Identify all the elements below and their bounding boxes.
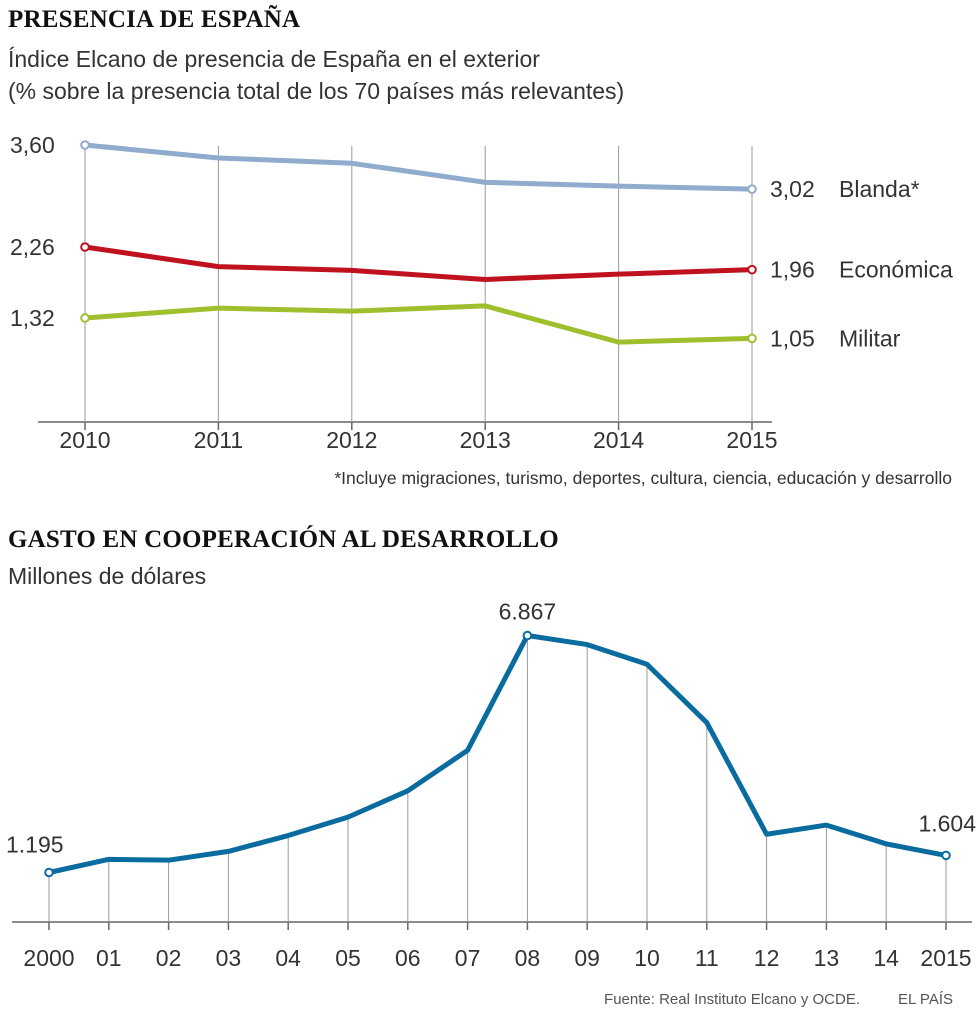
chart1-x-tick-label: 2010 bbox=[59, 427, 110, 453]
data-label-first: 1.195 bbox=[6, 832, 64, 858]
series-line-militar bbox=[82, 303, 755, 345]
chart2-labels: 2000 01 02 03 04 05 06 07 08 09 10 11 12 13 14 2015 1.19… bbox=[6, 599, 976, 971]
chart2-x-tick-label: 13 bbox=[814, 945, 840, 971]
chart2-x-tick-label: 01 bbox=[96, 945, 122, 971]
chart1-x-tick-label: 2012 bbox=[326, 427, 377, 453]
brand-label: EL PAÍS bbox=[898, 991, 953, 1008]
series-name-militar: Militar bbox=[839, 325, 901, 351]
series-point-economica bbox=[80, 242, 90, 252]
chart2-x-tick-label: 04 bbox=[275, 945, 301, 971]
series-point-militar bbox=[80, 313, 90, 323]
chart1-footnote: *Incluye migraciones, turismo, deportes,… bbox=[334, 468, 952, 488]
chart1-y-tick-label: 2,26 bbox=[10, 234, 55, 260]
series-line-gasto bbox=[46, 633, 949, 875]
data-label-peak: 6.867 bbox=[499, 599, 557, 625]
series-name-blanda: Blanda* bbox=[839, 176, 920, 202]
chart2-x-tick-label: 03 bbox=[216, 945, 242, 971]
chart2-x-tick-label: 02 bbox=[156, 945, 182, 971]
chart1-x-tick-label: 2011 bbox=[194, 427, 243, 453]
series-point-gasto bbox=[44, 867, 54, 878]
series-point-militar bbox=[747, 333, 757, 344]
chart1-x-tick-label: 2013 bbox=[460, 427, 511, 453]
chart2-x-tick-label: 14 bbox=[873, 945, 899, 971]
chart1-x-tick-label: 2014 bbox=[593, 427, 644, 453]
series-end-value-blanda: 3,02 bbox=[770, 176, 815, 202]
series-point-blanda bbox=[747, 184, 757, 194]
source-note: Fuente: Real Instituto Elcano y OCDE. bbox=[604, 991, 860, 1008]
chart2-lines bbox=[44, 630, 951, 878]
series-line-economica bbox=[82, 244, 755, 282]
chart1-y-tick-label: 1,32 bbox=[10, 305, 55, 331]
series-name-economica: Económica bbox=[839, 257, 953, 283]
chart2-x-tick-label: 08 bbox=[515, 945, 541, 971]
chart2-subtitle: Millones de dólares bbox=[8, 563, 207, 589]
chart1-y-tick-label: 3,60 bbox=[10, 132, 55, 158]
chart2-title: GASTO EN COOPERACIÓN AL DESARROLLO bbox=[8, 526, 559, 553]
series-line-blanda bbox=[82, 142, 755, 192]
series-point-blanda bbox=[80, 140, 90, 150]
chart2-x-tick-label: 07 bbox=[455, 945, 481, 971]
chart2-grid bbox=[12, 635, 972, 930]
chart2-x-tick-label: 12 bbox=[754, 945, 780, 971]
chart2-x-tick-label: 10 bbox=[634, 945, 660, 971]
data-label-last: 1.604 bbox=[918, 810, 976, 836]
chart2-x-tick-label: 2000 bbox=[23, 945, 74, 971]
chart2-x-tick-label: 06 bbox=[395, 945, 421, 971]
chart1-lines bbox=[80, 140, 757, 345]
series-end-value-economica: 1,96 bbox=[770, 257, 815, 283]
series-end-value-militar: 1,05 bbox=[770, 325, 815, 351]
chart2-x-tick-label: 2015 bbox=[920, 945, 971, 971]
chart1-title: PRESENCIA DE ESPAÑA bbox=[8, 6, 301, 33]
chart1-subtitle-2: (% sobre la presencia total de los 70 pa… bbox=[8, 78, 625, 104]
series-point-gasto bbox=[522, 630, 533, 641]
chart2-x-tick-label: 09 bbox=[574, 945, 600, 971]
chart1-subtitle-1: Índice Elcano de presencia de España en … bbox=[8, 46, 540, 72]
series-point-economica bbox=[747, 264, 757, 275]
chart1-labels: 2010 2011 2012 2013 2014 2015 3,60 2,26 1,32 3,02… bbox=[10, 132, 953, 453]
chart2-x-tick-label: 11 bbox=[695, 945, 719, 971]
chart2-x-tick-label: 05 bbox=[335, 945, 361, 971]
chart1-x-tick-label: 2015 bbox=[726, 427, 777, 453]
series-point-gasto bbox=[941, 850, 951, 861]
